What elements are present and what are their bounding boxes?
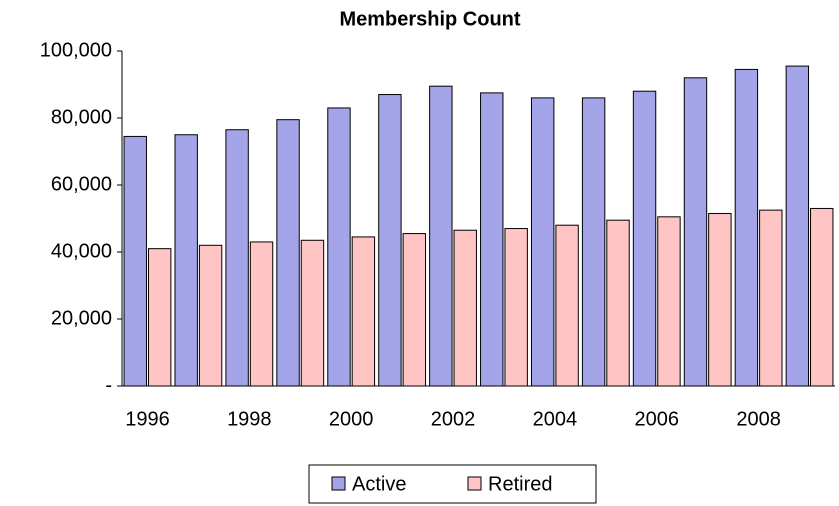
bar <box>147 248 172 387</box>
bar <box>581 97 606 387</box>
bar <box>453 229 477 387</box>
bar <box>174 134 198 387</box>
bar <box>402 233 427 387</box>
bar <box>123 135 147 387</box>
bar <box>480 92 504 387</box>
bar <box>555 224 579 387</box>
bar <box>351 236 376 387</box>
bar <box>300 239 325 387</box>
bar <box>657 216 681 387</box>
y-tick-label: 100,000 <box>40 39 112 61</box>
bar <box>810 207 834 387</box>
bar <box>378 94 402 387</box>
legend-swatch <box>331 476 346 491</box>
x-tick-label: 2008 <box>736 408 781 430</box>
bar <box>683 77 708 387</box>
legend-box <box>308 464 597 504</box>
bar <box>276 119 300 387</box>
bar <box>606 219 630 387</box>
bar <box>785 65 810 387</box>
bar <box>198 244 223 387</box>
chart-title: Membership Count <box>339 8 520 30</box>
x-tick-label: 1998 <box>227 408 272 430</box>
x-tick-label: 2002 <box>431 408 476 430</box>
legend-label: Retired <box>488 473 552 495</box>
legend-label: Active <box>352 473 406 495</box>
bar <box>504 228 528 387</box>
bar <box>327 107 351 387</box>
y-tick-label: 80,000 <box>51 106 112 128</box>
y-tick-label: 20,000 <box>51 307 112 329</box>
x-tick-label: 2004 <box>533 408 578 430</box>
bar <box>429 85 453 387</box>
y-tick-label: 40,000 <box>51 240 112 262</box>
y-tick-label: - <box>105 374 112 396</box>
bar <box>708 212 732 387</box>
bar <box>759 209 783 387</box>
bar <box>249 241 274 387</box>
x-tick-label: 2006 <box>635 408 680 430</box>
bar <box>530 97 555 387</box>
x-tick-label: 1996 <box>125 408 170 430</box>
bar <box>225 129 249 387</box>
bar <box>632 90 657 387</box>
y-tick-label: 60,000 <box>51 173 112 195</box>
legend-swatch <box>467 476 482 491</box>
x-tick-label: 2000 <box>329 408 374 430</box>
bar <box>734 68 759 387</box>
